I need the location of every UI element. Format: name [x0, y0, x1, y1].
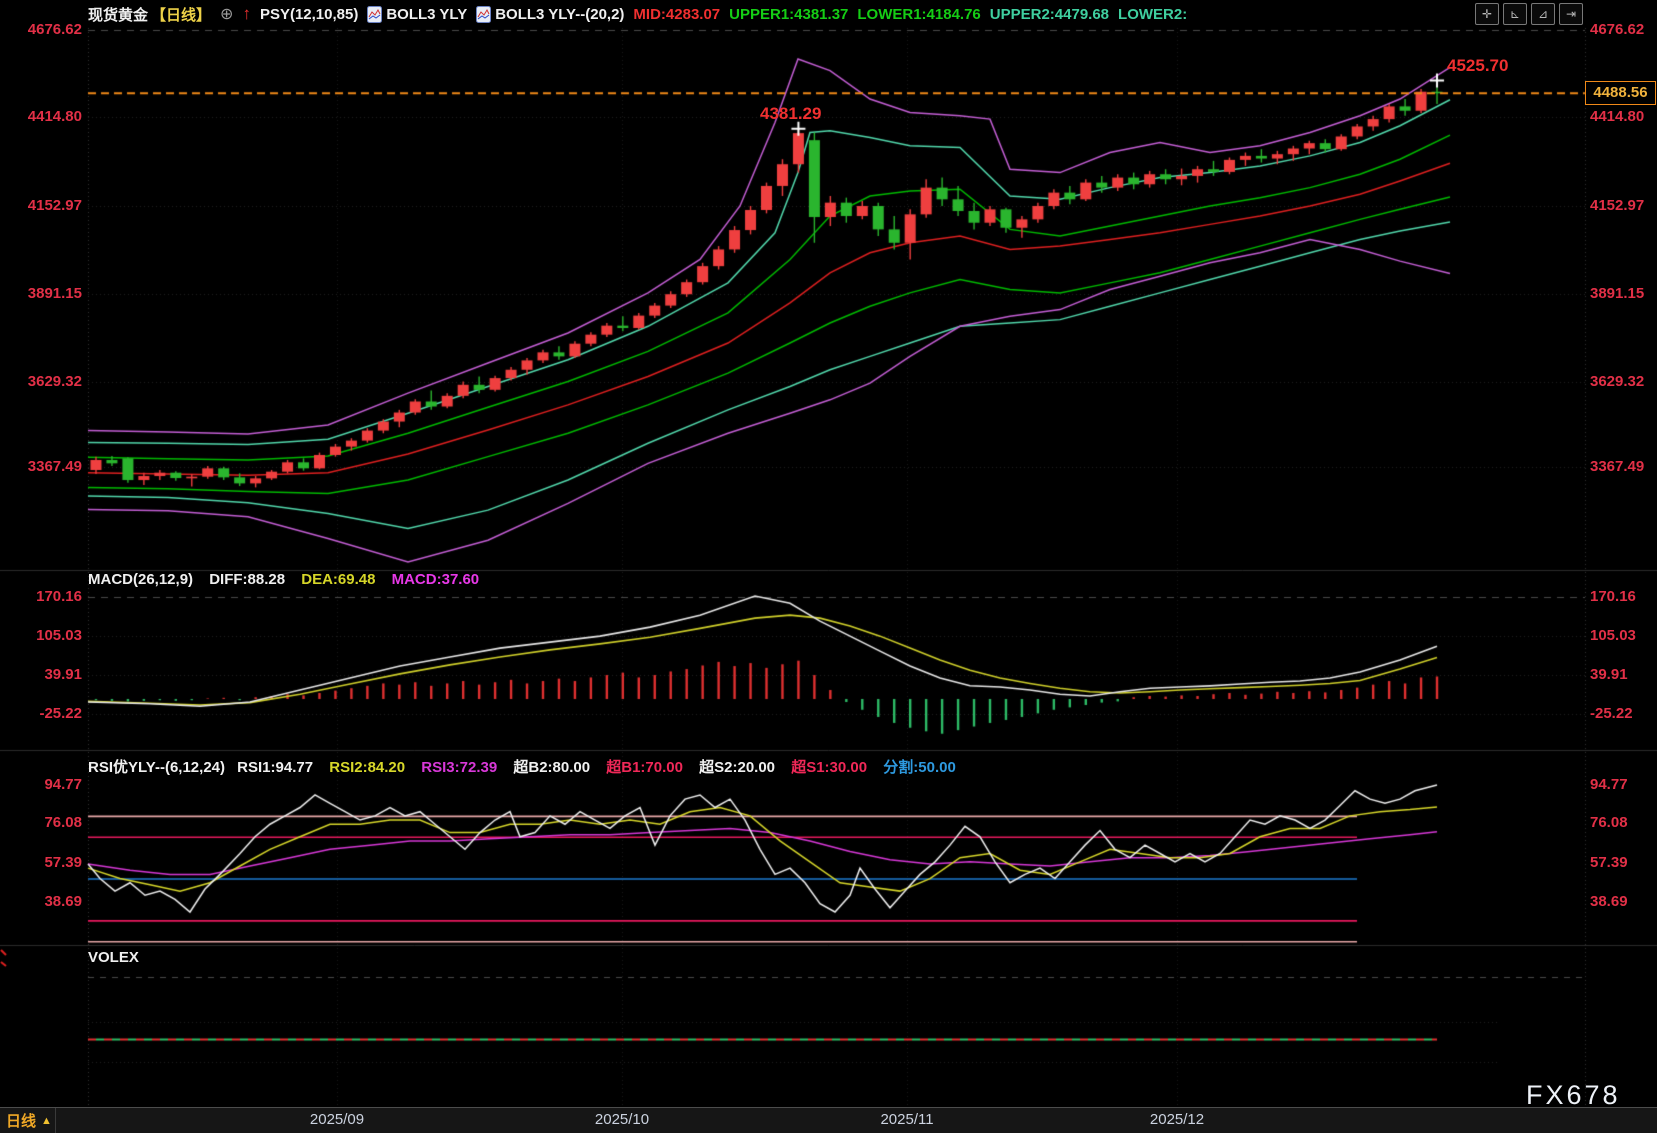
rsi2-readout: RSI2:84.20 [329, 759, 406, 776]
rsi1-readout: RSI1:94.77 [237, 759, 314, 776]
boll-lower1-readout: LOWER1:4184.76 [857, 5, 981, 23]
axis-tick-label: 4676.62 [27, 21, 82, 38]
chart-mini-icon [367, 5, 383, 23]
symbol-name: 现货黄金 [88, 6, 149, 24]
axis-tick-label: 3367.49 [27, 458, 82, 475]
boll1-indicator-label[interactable]: BOLL3 YLY [386, 5, 468, 23]
axis-tick-label: 105.03 [1590, 627, 1636, 644]
macd-panel-header: MACD(26,12,9) DIFF:88.28 DEA:69.48 MACD:… [88, 571, 491, 588]
axis-tick-label: 94.77 [44, 776, 82, 793]
volex-panel-header[interactable]: VOLEX [88, 949, 139, 966]
axis-tick-label: 4414.80 [1590, 108, 1645, 125]
axis-tick-label: 38.69 [44, 893, 82, 910]
bottom-bar: 日线 ▲ [0, 1107, 1657, 1133]
circle-plus-icon[interactable]: ⊕ [220, 6, 234, 23]
axis-tick-label: 170.16 [1590, 588, 1636, 605]
month-label: 2025/10 [594, 1111, 650, 1128]
axis-tick-label: 4676.62 [1590, 21, 1645, 38]
axis-tick-label: 3891.15 [1590, 285, 1645, 302]
month-label: 2025/11 [880, 1111, 934, 1128]
axis-tick-label: 4152.97 [27, 197, 82, 214]
axis-tick-label: 3629.32 [1590, 373, 1645, 390]
axis-tick-label: 39.91 [44, 666, 82, 683]
boll-upper1-readout: UPPER1:4381.37 [729, 5, 849, 23]
pan-tool-icon[interactable]: ✛ [1475, 3, 1499, 25]
boll-upper2-readout: UPPER2:4479.68 [989, 5, 1110, 23]
axis-tick-label: -25.22 [39, 705, 82, 722]
boll-lower2-readout: LOWER2: [1118, 5, 1188, 23]
rsi3-readout: RSI3:72.39 [421, 759, 498, 776]
rsi-split-readout: 分割:50.00 [883, 759, 956, 776]
rsi-title[interactable]: RSI优YLY--(6,12,24) [88, 759, 225, 776]
axis-tick-label: 4152.97 [1590, 197, 1645, 214]
axis-tick-label: -25.22 [1590, 705, 1633, 722]
current-price-box: 4488.56 [1585, 81, 1656, 105]
axis-tick-label: 94.77 [1590, 776, 1628, 793]
axis-tick-label: 4414.80 [27, 108, 82, 125]
watermark: FX678 [1526, 1080, 1621, 1110]
macd-dea-readout: DEA:69.48 [301, 571, 376, 588]
macd-value-readout: MACD:37.60 [391, 571, 480, 588]
chart-mini-icon [476, 5, 492, 23]
rsi-ob1-readout: 超B1:70.00 [606, 759, 683, 776]
axis-tick-label: 76.08 [1590, 814, 1628, 831]
axis-zoom-icon[interactable]: ⊾ [1503, 3, 1527, 25]
axis-tick-label: 38.69 [1590, 893, 1628, 910]
month-label: 2025/09 [309, 1111, 365, 1128]
axis-tick-label: 3629.32 [27, 373, 82, 390]
axis-scale-icon[interactable]: ⊿ [1531, 3, 1555, 25]
boll-mid-readout: MID:4283.07 [633, 5, 721, 23]
month-label: 2025/12 [1149, 1111, 1205, 1128]
period-up-arrow-icon: ▲ [41, 1114, 52, 1127]
axis-tick-label: 170.16 [36, 588, 82, 605]
psy-indicator-label[interactable]: PSY(12,10,85) [259, 5, 359, 23]
macd-diff-readout: DIFF:88.28 [209, 571, 286, 588]
macd-title[interactable]: MACD(26,12,9) [88, 571, 194, 588]
axis-tick-label: 57.39 [1590, 854, 1628, 871]
exit-chart-icon[interactable]: ⇥ [1559, 3, 1583, 25]
period-label: 日线 [6, 1113, 37, 1130]
chart-header: 现货黄金 【日线】 ⊕ ↑ PSY(12,10,85) BOLL3 YLY BO… [0, 0, 1657, 28]
peak-price-annotation: 4381.29 [760, 104, 822, 123]
period-tag: 【日线】 [151, 6, 212, 24]
recent-high-annotation: 4525.70 [1447, 56, 1509, 75]
axis-tick-label: 3367.49 [1590, 458, 1645, 475]
axis-tick-label: 105.03 [36, 627, 82, 644]
rsi-os2-readout: 超S2:20.00 [699, 759, 776, 776]
rsi-os1-readout: 超S1:30.00 [791, 759, 868, 776]
up-arrow-icon: ↑ [242, 4, 251, 23]
axis-tick-label: 3891.15 [27, 285, 82, 302]
boll2-indicator-label[interactable]: BOLL3 YLY--(20,2) [495, 5, 625, 23]
axis-tick-label: 76.08 [44, 814, 82, 831]
period-selector[interactable]: 日线 ▲ [0, 1108, 56, 1133]
chart-toolbar: ✛ ⊾ ⊿ ⇥ [1475, 3, 1583, 25]
axis-tick-label: 57.39 [44, 854, 82, 871]
rsi-panel-header: RSI优YLY--(6,12,24) RSI1:94.77 RSI2:84.20… [88, 756, 968, 777]
axis-tick-label: 39.91 [1590, 666, 1628, 683]
rsi-ob2-readout: 超B2:80.00 [513, 759, 591, 776]
